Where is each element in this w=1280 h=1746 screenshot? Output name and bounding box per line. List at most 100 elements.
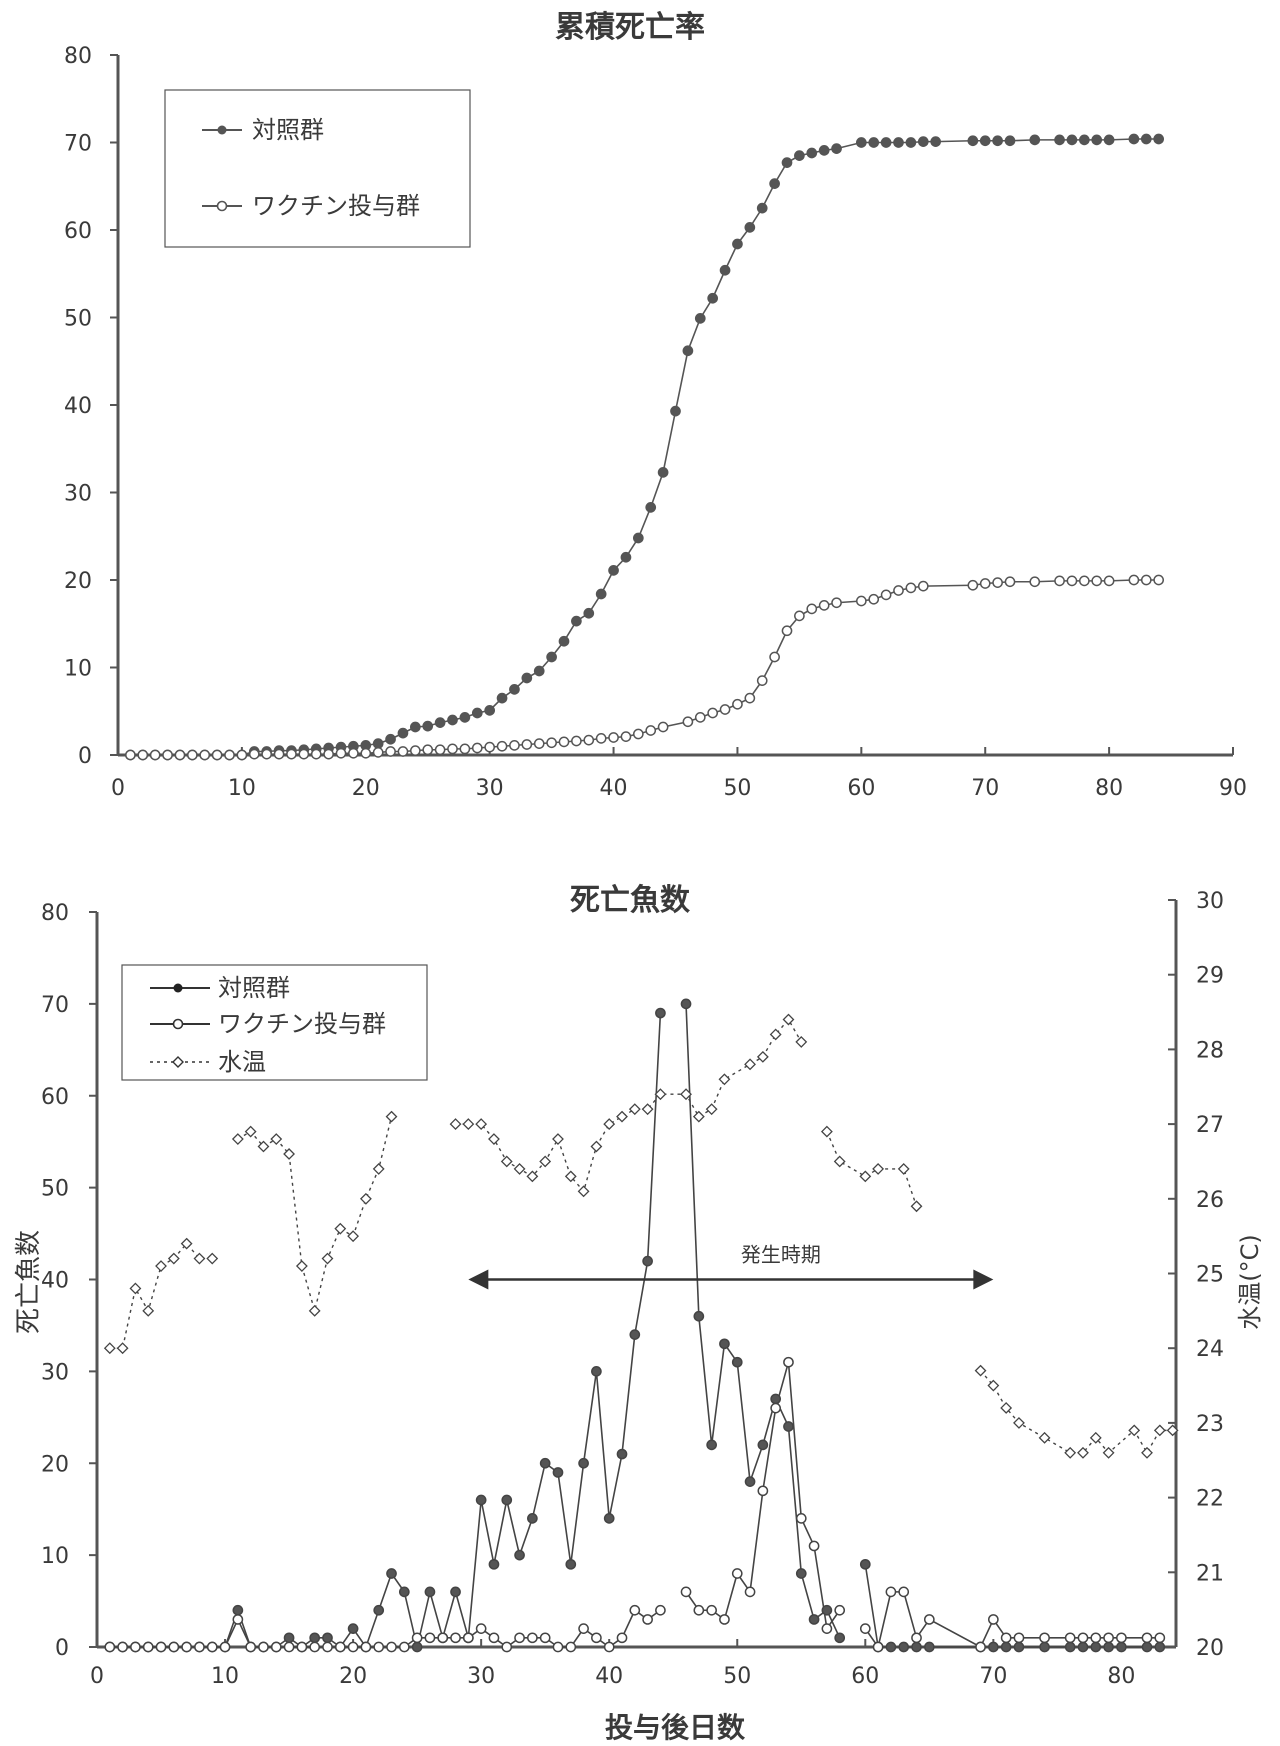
data-point-control [744, 1476, 756, 1487]
chart-title: 死亡魚数 [570, 883, 691, 918]
data-point-control [471, 707, 483, 719]
data-point-control [322, 1632, 333, 1644]
data-point-vaccine [558, 736, 570, 748]
data-point-control [1141, 1641, 1153, 1653]
data-point-vaccine [757, 1485, 769, 1497]
data-point-vaccine [578, 1623, 589, 1634]
data-point-temp [488, 1133, 500, 1145]
data-point-temp [359, 1192, 372, 1205]
data-point-vaccine [770, 1402, 782, 1414]
data-point-control [911, 1641, 922, 1653]
data-point-vaccine [521, 739, 533, 750]
data-point-vaccine [680, 1586, 692, 1598]
data-point-control [732, 238, 743, 250]
data-point-vaccine [967, 579, 979, 591]
data-point-control [979, 135, 991, 147]
data-point-control [1000, 1641, 1012, 1653]
data-point-control [521, 672, 533, 684]
y-tick-label: 0 [78, 744, 92, 769]
data-point-vaccine [975, 1641, 986, 1653]
data-point-control [434, 717, 446, 728]
data-point-temp [334, 1222, 347, 1235]
data-point-vaccine [1066, 575, 1078, 587]
data-point-control [583, 607, 595, 619]
data-point-control [411, 1641, 423, 1653]
data-point-vaccine [1029, 576, 1041, 588]
data-point-vaccine [475, 1623, 487, 1634]
data-point-vaccine [137, 749, 149, 761]
data-point-control [629, 1329, 641, 1340]
data-point-vaccine [595, 733, 607, 744]
data-point-control [967, 135, 979, 147]
data-point-vaccine [682, 716, 694, 728]
y2-tick-label: 23 [1196, 1412, 1224, 1437]
data-point-temp [475, 1118, 488, 1131]
data-point-control [501, 1494, 513, 1506]
data-point-control [608, 565, 619, 576]
data-point-vaccine [565, 1641, 577, 1653]
data-point-control [905, 137, 917, 148]
data-point-control [794, 150, 805, 161]
data-point-control [719, 264, 731, 276]
data-point-vaccine [501, 1641, 513, 1653]
data-point-control [616, 1448, 628, 1460]
legend-box [164, 89, 471, 248]
data-point-vaccine [1054, 575, 1065, 587]
data-point-temp [231, 1133, 244, 1145]
data-point-control [459, 712, 471, 723]
data-point-temp [129, 1282, 142, 1295]
data-point-temp [1166, 1424, 1179, 1437]
data-point-vaccine [142, 1641, 154, 1653]
data-point-control [450, 1586, 461, 1598]
data-point-control [1066, 134, 1078, 146]
data-point-control [757, 1439, 769, 1451]
data-point-vaccine [360, 1641, 372, 1653]
data-point-vaccine [437, 1632, 449, 1644]
x-tick-label: 40 [595, 1664, 623, 1689]
data-point-vaccine [1103, 575, 1115, 587]
data-point-vaccine [719, 704, 731, 715]
data-point-vaccine [360, 747, 372, 759]
data-point-vaccine [186, 749, 198, 761]
fish-deaths-chart: 死亡魚数 0 10 20 30 40 50 60 70 80 20 21 22 23 24 25 26 27 28… [14, 883, 1264, 1744]
data-point-vaccine [694, 712, 706, 723]
data-point-control [893, 137, 904, 148]
series-line-vaccine [130, 579, 1159, 756]
data-point-vaccine [286, 748, 297, 760]
data-point-temp [1153, 1424, 1166, 1437]
data-point-temp [590, 1140, 603, 1153]
y-tick-label: 70 [64, 132, 92, 157]
data-point-control [347, 1623, 359, 1634]
data-point-vaccine [707, 707, 719, 719]
data-point-temp [513, 1163, 526, 1175]
data-point-temp [270, 1133, 283, 1145]
data-point-vaccine [398, 1641, 410, 1653]
data-point-vaccine [1128, 574, 1140, 586]
data-point-vaccine [616, 1632, 628, 1644]
data-point-vaccine [450, 1632, 461, 1644]
data-point-vaccine [859, 1623, 871, 1634]
data-point-vaccine [603, 1641, 615, 1653]
data-point-control [885, 1641, 897, 1653]
y-tick-label: 60 [41, 1085, 69, 1110]
data-point-vaccine [459, 743, 471, 755]
data-point-temp [744, 1058, 756, 1071]
data-point-vaccine [149, 749, 161, 761]
data-point-control [806, 147, 818, 159]
data-point-control [527, 1513, 538, 1524]
y-tick-label: 20 [64, 569, 92, 594]
data-point-temp [1089, 1431, 1102, 1444]
data-point-control [283, 1632, 295, 1644]
y-tick-label: 40 [41, 1269, 69, 1294]
x-tick-label: 70 [979, 1664, 1007, 1689]
data-point-vaccine [1039, 1632, 1050, 1644]
data-point-control [385, 733, 396, 745]
data-point-vaccine [1091, 575, 1103, 587]
x-tick-label: 30 [476, 776, 504, 801]
data-point-vaccine [1090, 1632, 1102, 1644]
x-tick-label: 90 [1219, 776, 1247, 801]
data-point-temp [385, 1110, 398, 1123]
data-point-control [694, 313, 706, 324]
data-point-control [1004, 135, 1016, 147]
data-point-vaccine [1141, 1632, 1153, 1644]
